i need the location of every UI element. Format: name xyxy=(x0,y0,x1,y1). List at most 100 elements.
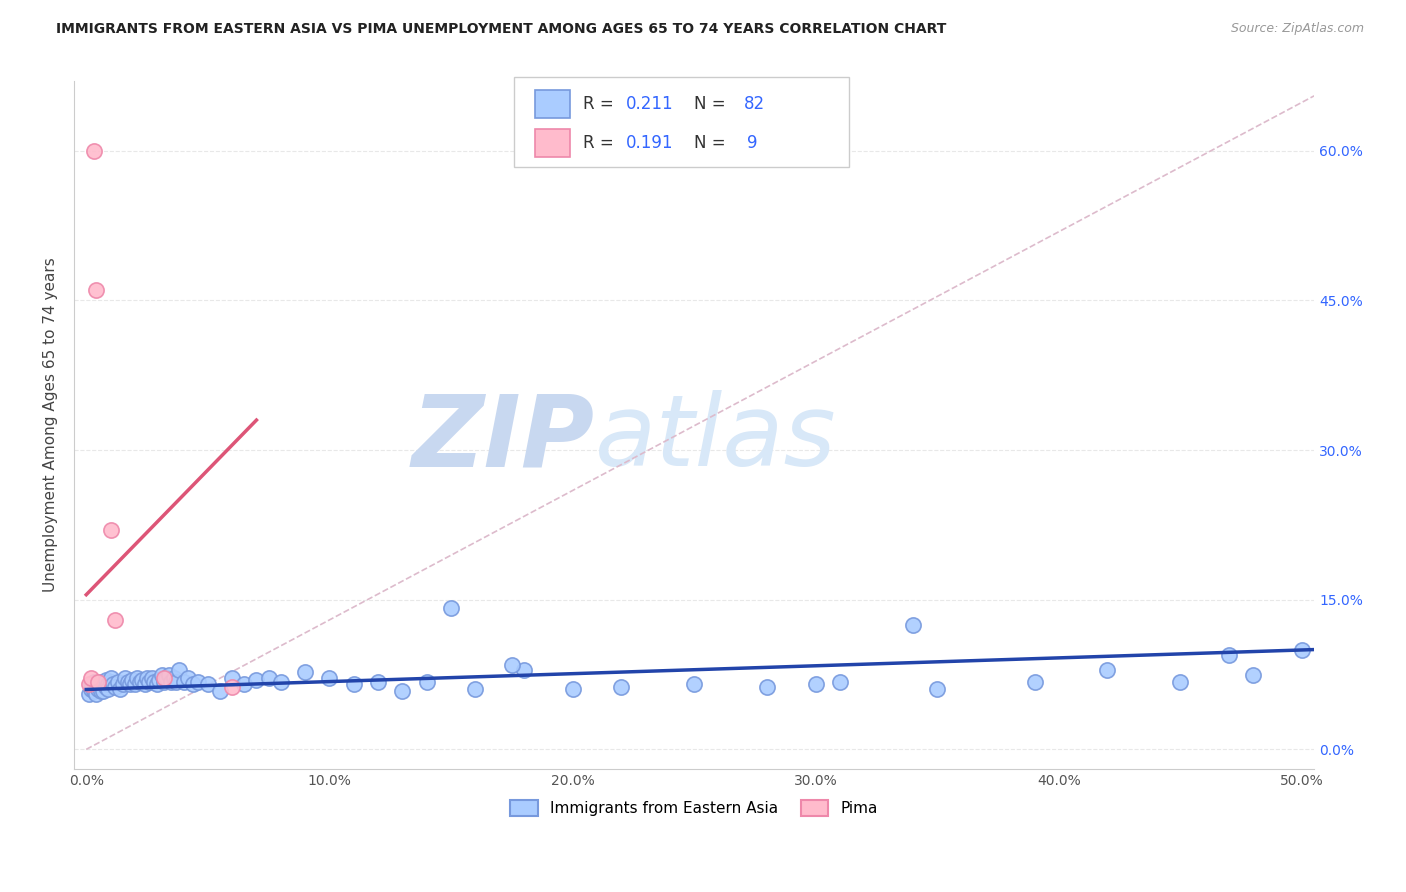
Point xyxy=(233,677,256,691)
Point xyxy=(100,671,122,685)
Point xyxy=(415,674,437,689)
Point xyxy=(117,674,139,689)
FancyBboxPatch shape xyxy=(536,90,569,118)
Point xyxy=(501,657,523,672)
Point xyxy=(145,677,167,691)
Point xyxy=(167,663,190,677)
Point xyxy=(173,674,195,689)
Point xyxy=(83,674,105,689)
Point xyxy=(561,682,583,697)
Point xyxy=(901,617,924,632)
Point xyxy=(1097,663,1119,677)
Point xyxy=(367,674,389,689)
Point xyxy=(208,684,231,698)
Point xyxy=(83,144,105,158)
Y-axis label: Unemployment Among Ages 65 to 74 years: Unemployment Among Ages 65 to 74 years xyxy=(44,258,58,592)
Point xyxy=(84,284,107,298)
Point xyxy=(165,674,187,689)
Point xyxy=(80,671,103,685)
Point xyxy=(440,600,463,615)
Text: atlas: atlas xyxy=(595,391,837,487)
Point xyxy=(294,665,316,679)
Point xyxy=(100,523,122,537)
Point xyxy=(513,663,536,677)
Point xyxy=(157,667,180,681)
Point xyxy=(343,677,366,691)
Point xyxy=(101,677,124,691)
Point xyxy=(318,671,340,685)
Text: IMMIGRANTS FROM EASTERN ASIA VS PIMA UNEMPLOYMENT AMONG AGES 65 TO 74 YEARS CORR: IMMIGRANTS FROM EASTERN ASIA VS PIMA UNE… xyxy=(56,22,946,37)
Point xyxy=(150,667,173,681)
Text: ZIP: ZIP xyxy=(412,391,595,487)
Point xyxy=(138,674,160,689)
Point xyxy=(257,671,280,685)
Point xyxy=(163,671,186,685)
Point xyxy=(84,688,107,702)
Point xyxy=(121,673,143,687)
Point xyxy=(87,674,110,689)
Point xyxy=(91,677,114,691)
Point xyxy=(391,684,413,698)
Point xyxy=(1024,674,1046,689)
Point xyxy=(756,681,779,695)
Point xyxy=(127,671,149,685)
Point xyxy=(97,677,120,691)
Point xyxy=(110,682,132,697)
Point xyxy=(141,671,163,685)
Point xyxy=(118,677,141,691)
FancyBboxPatch shape xyxy=(515,78,849,167)
FancyBboxPatch shape xyxy=(536,129,569,157)
Point xyxy=(128,674,150,689)
Point xyxy=(90,684,112,698)
Point xyxy=(155,671,177,685)
Point xyxy=(1170,674,1192,689)
Point xyxy=(1291,642,1313,657)
Point xyxy=(80,682,103,697)
Point xyxy=(83,684,105,698)
Text: Source: ZipAtlas.com: Source: ZipAtlas.com xyxy=(1230,22,1364,36)
Point xyxy=(87,677,110,691)
Point xyxy=(77,688,100,702)
Point xyxy=(107,674,129,689)
Text: 82: 82 xyxy=(744,95,765,113)
Point xyxy=(181,677,204,691)
Text: N =: N = xyxy=(695,95,731,113)
Point xyxy=(177,671,200,685)
Point xyxy=(111,677,134,691)
Point xyxy=(828,674,851,689)
Point xyxy=(143,674,166,689)
Text: 0.211: 0.211 xyxy=(626,95,673,113)
Text: R =: R = xyxy=(582,134,619,152)
Point xyxy=(1241,667,1264,681)
Point xyxy=(148,673,170,687)
Point xyxy=(136,671,159,685)
Point xyxy=(77,677,100,691)
Point xyxy=(153,671,176,685)
Text: N =: N = xyxy=(695,134,731,152)
Point xyxy=(153,674,176,689)
Point xyxy=(97,682,120,697)
Text: 9: 9 xyxy=(748,134,758,152)
Point xyxy=(134,677,156,691)
Point xyxy=(610,681,633,695)
Point xyxy=(94,673,117,687)
Point xyxy=(270,674,292,689)
Point xyxy=(160,674,183,689)
Point xyxy=(131,673,153,687)
Point xyxy=(683,677,706,691)
Point xyxy=(187,674,209,689)
Point xyxy=(1218,648,1240,662)
Point xyxy=(87,682,110,697)
Point xyxy=(104,613,127,627)
Point xyxy=(221,671,243,685)
Point xyxy=(221,681,243,695)
Text: 0.191: 0.191 xyxy=(626,134,673,152)
Point xyxy=(464,682,486,697)
Point xyxy=(124,677,146,691)
Point xyxy=(94,681,117,695)
Text: R =: R = xyxy=(582,95,619,113)
Point xyxy=(91,684,114,698)
Point xyxy=(927,682,949,697)
Point xyxy=(804,677,827,691)
Point xyxy=(245,673,267,687)
